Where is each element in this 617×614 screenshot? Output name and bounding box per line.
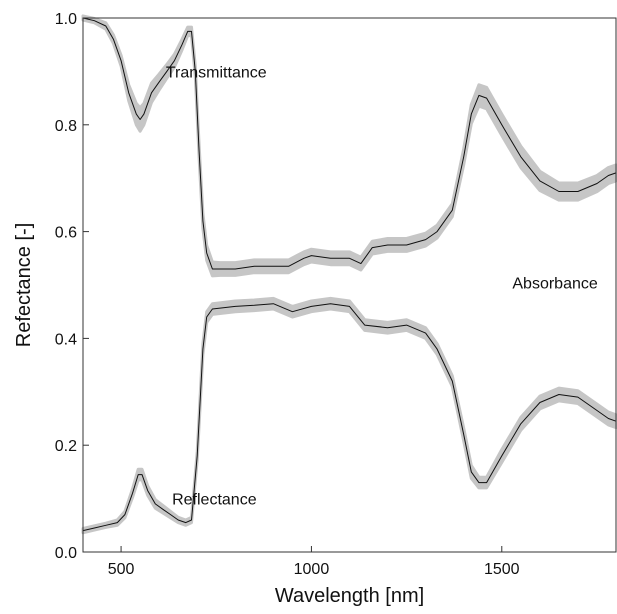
- x-axis-ticks: 500 1000 1500: [108, 546, 520, 578]
- y-tick-label: 0.4: [55, 331, 77, 348]
- x-tick-label: 1500: [484, 561, 520, 578]
- y-tick-label: 1.0: [55, 11, 77, 28]
- annotation-label: Transmittance: [166, 64, 267, 81]
- y-axis-label: Refectance [-]: [13, 223, 35, 348]
- x-tick-label: 500: [108, 561, 135, 578]
- y-tick-label: 0.8: [55, 118, 77, 135]
- series-lines: [82, 17, 617, 532]
- series-2-band: [81, 296, 617, 535]
- y-axis-ticks: 0.0 0.2 0.4 0.6 0.8 1.0: [55, 11, 89, 562]
- series-1-band: [81, 14, 617, 278]
- x-axis-label: Wavelength [nm]: [275, 585, 424, 607]
- annotations: Transmittance Absorbance Reflectance: [166, 64, 598, 508]
- y-tick-label: 0.6: [55, 225, 77, 242]
- plot-frame: [82, 17, 617, 553]
- annotation-label: Absorbance: [512, 275, 597, 292]
- series-2-line: [82, 303, 617, 532]
- series-1-line: [82, 17, 617, 270]
- y-tick-label: 0.0: [55, 545, 77, 562]
- y-tick-label: 0.2: [55, 438, 77, 455]
- annotation-label: Reflectance: [172, 492, 257, 509]
- x-tick-label: 1000: [294, 561, 330, 578]
